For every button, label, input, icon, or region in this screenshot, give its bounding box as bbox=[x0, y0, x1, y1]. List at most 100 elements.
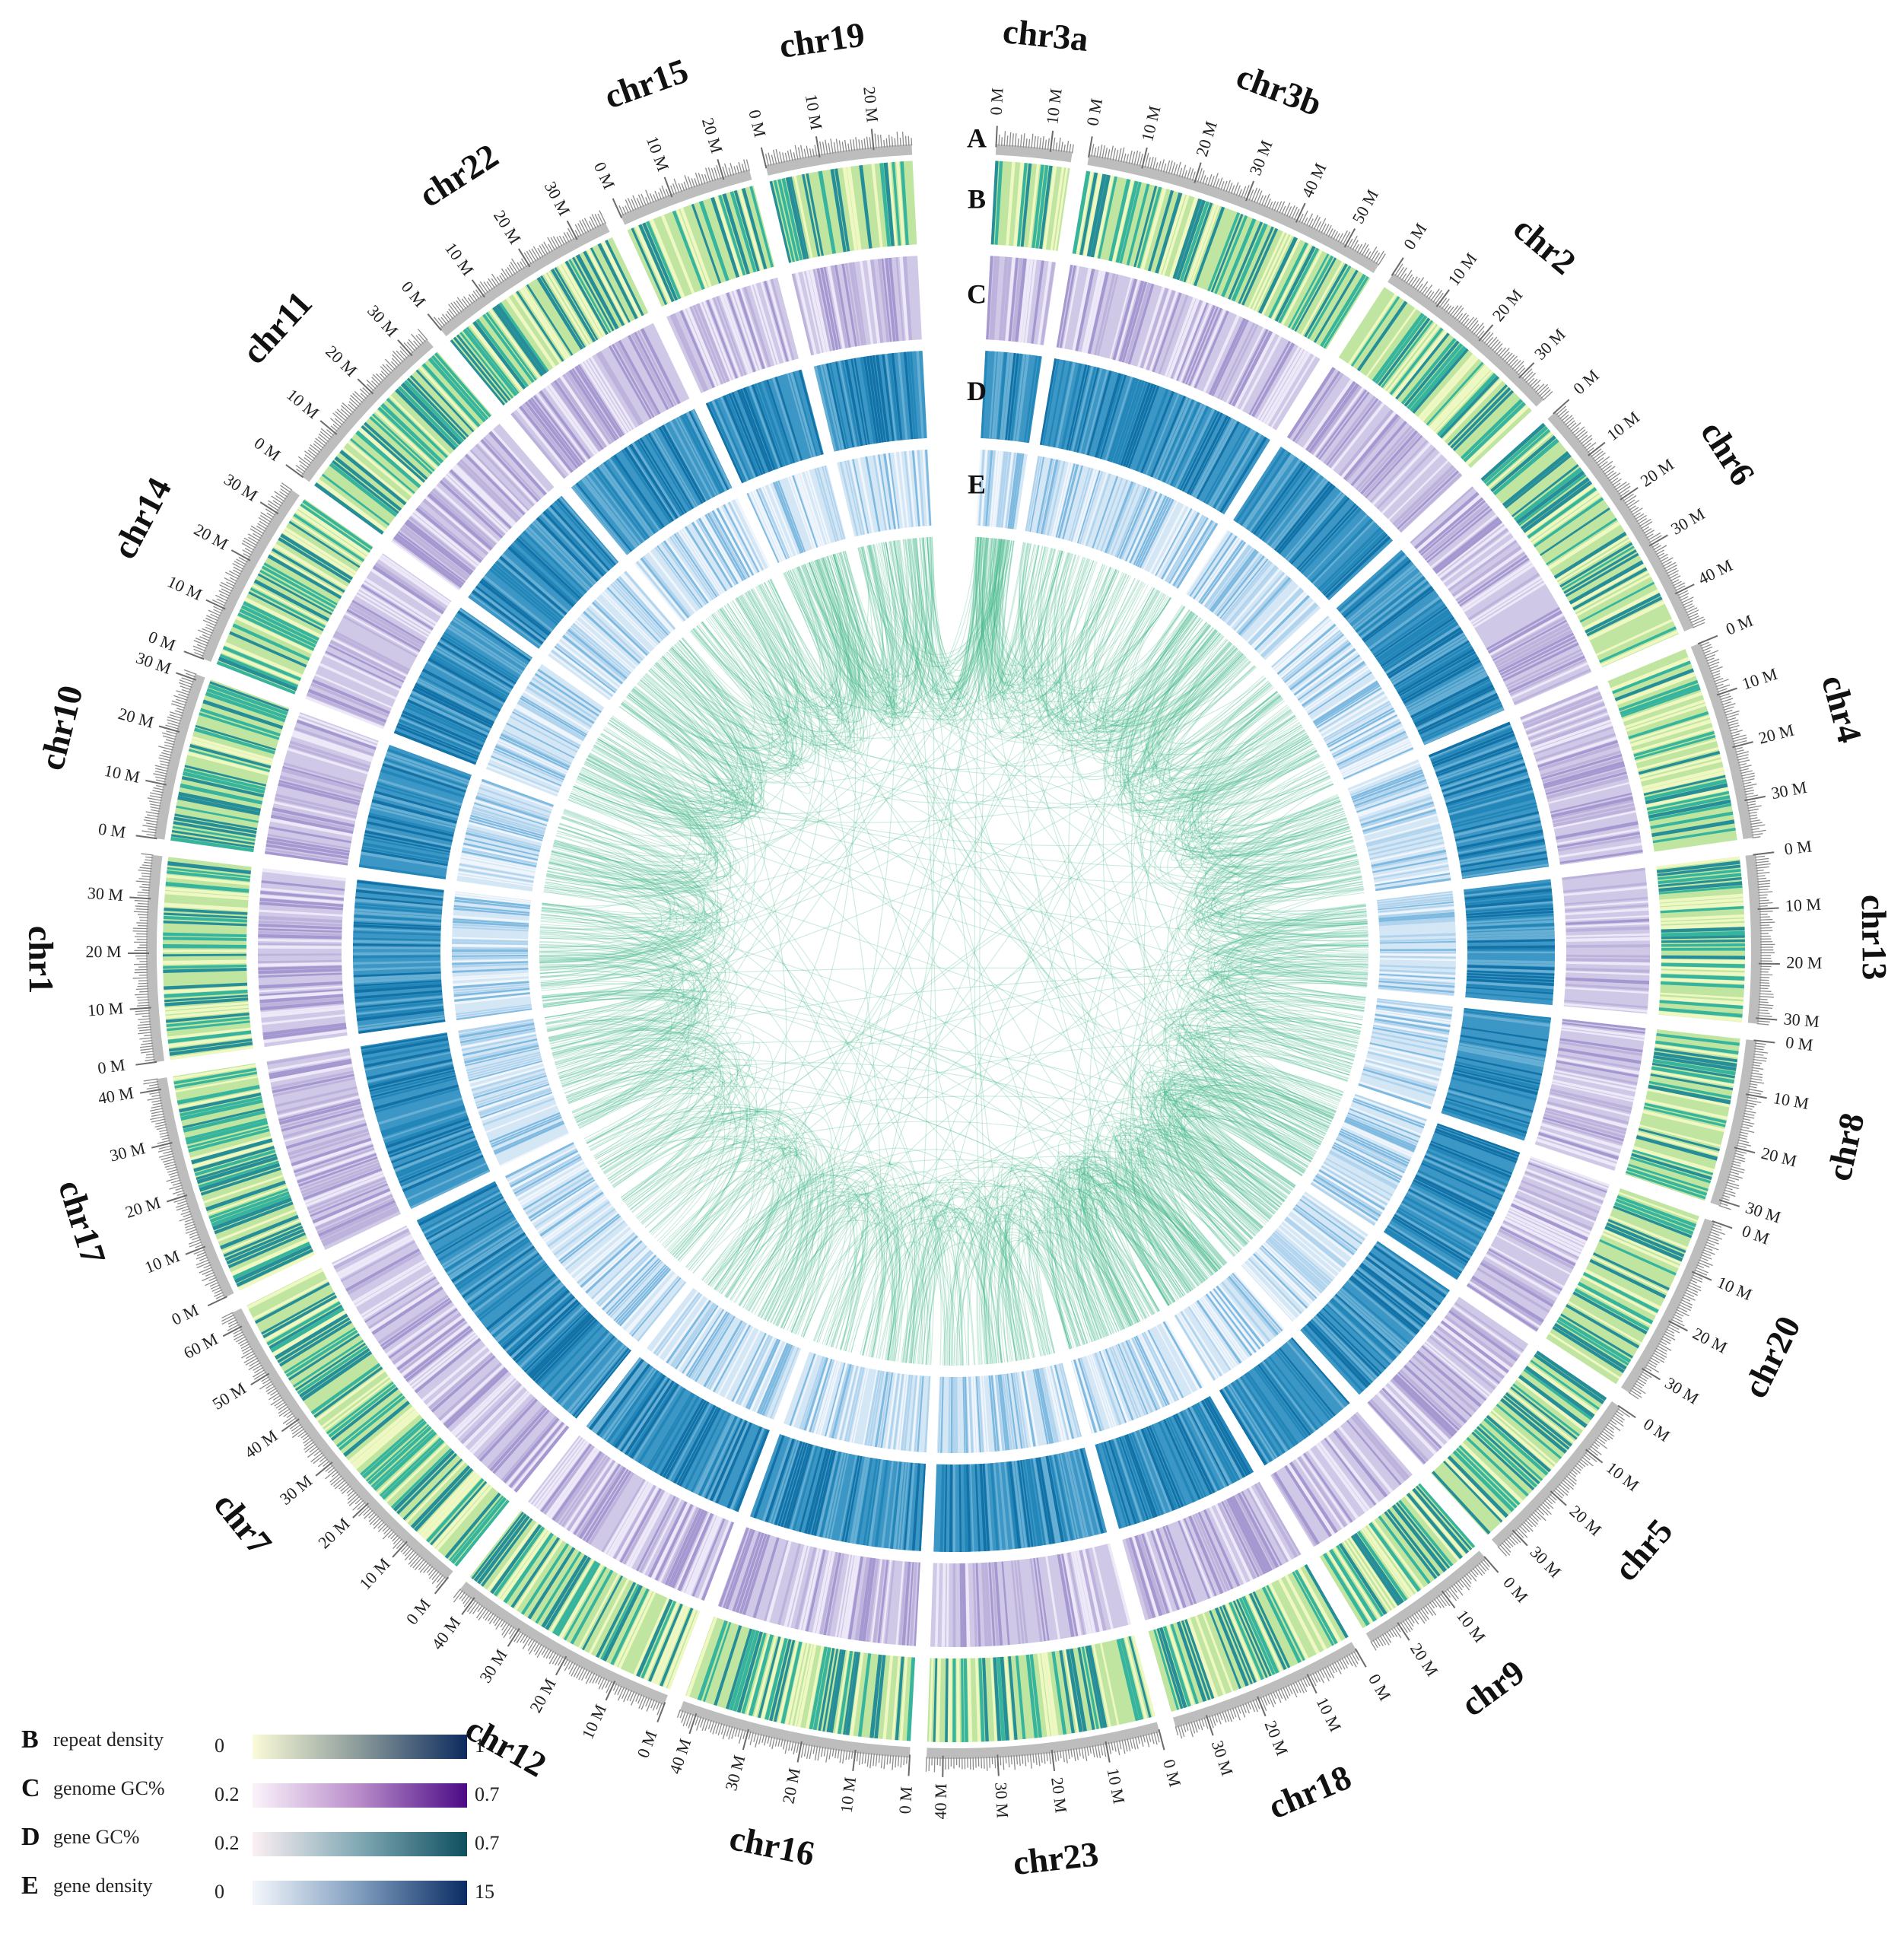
synteny-link bbox=[675, 1150, 798, 1295]
synteny-link bbox=[546, 1018, 757, 1256]
synteny-link bbox=[540, 597, 1171, 978]
synteny-link bbox=[1104, 592, 1194, 717]
synteny-link bbox=[539, 952, 684, 1026]
synteny-link bbox=[1187, 1070, 1341, 1207]
synteny-link bbox=[914, 1191, 1022, 1364]
synteny-link bbox=[539, 811, 704, 960]
synteny-link bbox=[1125, 610, 1333, 823]
synteny-link bbox=[539, 954, 707, 1088]
synteny-link bbox=[1167, 1105, 1321, 1256]
synteny-link bbox=[795, 1191, 914, 1363]
synteny-link bbox=[995, 539, 1140, 687]
synteny-link bbox=[645, 603, 789, 755]
synteny-link bbox=[1154, 1092, 1316, 1231]
synteny-link bbox=[589, 679, 738, 807]
synteny-link bbox=[565, 1071, 700, 1181]
synteny-link bbox=[736, 563, 858, 749]
synteny-link bbox=[1174, 717, 1361, 884]
synteny-link bbox=[679, 598, 816, 764]
synteny-link bbox=[1201, 1001, 1365, 1139]
synteny-link bbox=[636, 1112, 832, 1321]
synteny-link bbox=[1041, 550, 1241, 745]
synteny-link bbox=[1116, 613, 1272, 776]
synteny-link bbox=[997, 1163, 1080, 1361]
synteny-link bbox=[990, 1228, 1081, 1364]
synteny-link bbox=[758, 571, 840, 714]
synteny-link bbox=[540, 918, 708, 1045]
synteny-link bbox=[1068, 1191, 1175, 1338]
synteny-link bbox=[815, 560, 1233, 767]
synteny-link bbox=[1076, 1158, 1201, 1323]
synteny-link bbox=[539, 851, 697, 956]
synteny-link bbox=[552, 763, 741, 878]
synteny-link bbox=[1105, 595, 1217, 736]
synteny-link bbox=[979, 1217, 1072, 1365]
synteny-link bbox=[552, 974, 1368, 1056]
track-B-stripe bbox=[1661, 951, 1745, 955]
synteny-link bbox=[1031, 549, 1086, 685]
synteny-link bbox=[844, 537, 928, 677]
synteny-link bbox=[1111, 1122, 1256, 1275]
synteny-link bbox=[1004, 1201, 1105, 1362]
synteny-link bbox=[564, 786, 711, 856]
synteny-link bbox=[850, 1242, 946, 1366]
synteny-link bbox=[797, 538, 920, 714]
synteny-link bbox=[1120, 609, 1308, 793]
synteny-link bbox=[869, 545, 1368, 924]
synteny-link bbox=[621, 593, 789, 765]
synteny-link bbox=[1146, 1083, 1327, 1257]
synteny-link bbox=[1200, 775, 1357, 874]
synteny-link bbox=[821, 558, 1328, 1131]
synteny-link bbox=[1209, 883, 1368, 987]
synteny-link bbox=[1137, 1038, 1358, 1299]
synteny-link bbox=[568, 682, 737, 829]
synteny-link bbox=[1206, 935, 1368, 1006]
synteny-link bbox=[1034, 549, 1198, 733]
synteny-link bbox=[915, 538, 1009, 699]
synteny-link bbox=[1028, 1207, 1155, 1357]
synteny-link bbox=[831, 546, 890, 701]
synteny-link bbox=[1068, 574, 1202, 1284]
synteny-link bbox=[908, 1188, 1002, 1363]
synteny-link bbox=[1166, 1094, 1315, 1213]
synteny-link bbox=[1114, 1148, 1257, 1302]
synteny-link bbox=[1137, 1147, 1250, 1265]
synteny-link bbox=[922, 1181, 1030, 1365]
synteny-link bbox=[620, 1147, 792, 1314]
synteny-link bbox=[701, 1191, 923, 1365]
synteny-link bbox=[1130, 611, 1321, 798]
synteny-link bbox=[1147, 624, 1320, 793]
synteny-link bbox=[968, 1213, 1105, 1366]
synteny-link bbox=[977, 537, 1070, 737]
synteny-link bbox=[1206, 810, 1368, 937]
synteny-link bbox=[1208, 775, 1350, 857]
synteny-link bbox=[1187, 910, 1367, 1043]
synteny-link bbox=[989, 539, 1046, 695]
synteny-link bbox=[1120, 615, 1326, 818]
synteny-link bbox=[888, 1208, 997, 1364]
synteny-link bbox=[1219, 749, 1358, 869]
synteny-link bbox=[869, 536, 979, 710]
synteny-link bbox=[857, 539, 1003, 667]
synteny-link bbox=[1052, 552, 1241, 742]
synteny-link bbox=[1197, 1082, 1338, 1208]
synteny-link bbox=[780, 1162, 924, 1365]
synteny-link bbox=[1181, 730, 1347, 850]
synteny-link bbox=[813, 1115, 1318, 1342]
synteny-link bbox=[804, 537, 923, 698]
synteny-link bbox=[1194, 1003, 1365, 1168]
synteny-link bbox=[746, 557, 853, 705]
synteny-link bbox=[547, 775, 701, 881]
synteny-link bbox=[1120, 615, 1272, 773]
synteny-link bbox=[926, 1206, 1048, 1365]
synteny-link bbox=[1060, 1166, 1169, 1334]
synteny-link bbox=[1152, 628, 1311, 784]
synteny-link bbox=[597, 704, 748, 815]
synteny-link bbox=[553, 843, 1333, 1120]
synteny-link bbox=[742, 561, 865, 754]
synteny-link bbox=[1185, 1007, 1362, 1102]
synteny-link bbox=[679, 614, 803, 761]
synteny-link bbox=[1236, 813, 1367, 915]
synteny-link bbox=[1183, 784, 1348, 866]
synteny-link bbox=[628, 580, 800, 749]
